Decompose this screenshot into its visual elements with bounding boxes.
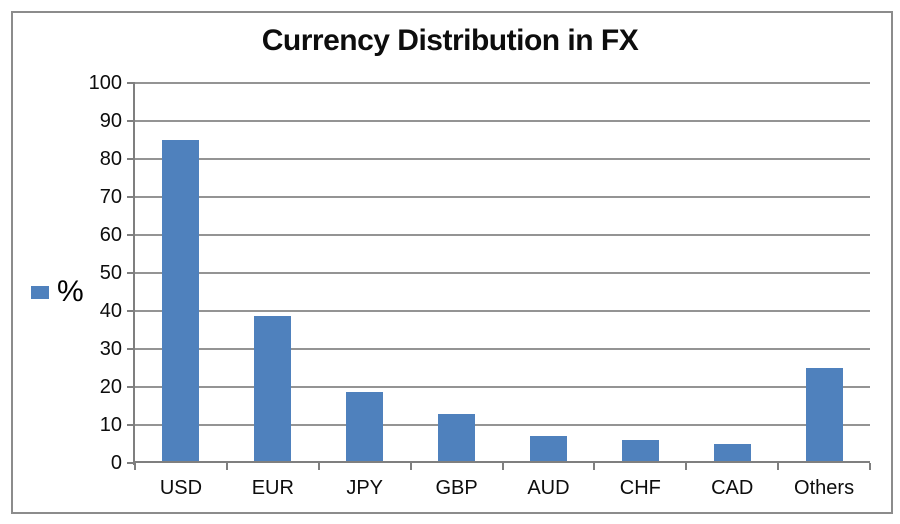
bar-aud[interactable] xyxy=(529,436,567,461)
x-axis-line xyxy=(133,461,870,463)
gridline-50 xyxy=(135,272,870,274)
gridline-10 xyxy=(135,424,870,426)
bar-others[interactable] xyxy=(805,368,843,461)
y-axis-label-70: 70 xyxy=(99,186,122,208)
gridline-80 xyxy=(135,158,870,160)
bar-usd[interactable] xyxy=(162,140,200,461)
bar-chf[interactable] xyxy=(621,440,659,461)
y-tick-20 xyxy=(127,386,135,388)
y-axis-label-20: 20 xyxy=(99,376,122,398)
x-tick-8 xyxy=(869,463,871,470)
x-tick-3 xyxy=(409,463,412,470)
legend-series-label: % xyxy=(57,275,84,308)
bar-cad[interactable] xyxy=(713,444,751,461)
y-tick-60 xyxy=(127,234,135,236)
bar-gbp[interactable] xyxy=(438,413,476,461)
y-axis-label-30: 30 xyxy=(99,338,122,360)
x-axis-label-gbp: GBP xyxy=(435,477,478,499)
gridline-30 xyxy=(135,348,870,350)
y-tick-0 xyxy=(127,462,135,464)
chart-title: Currency Distribution in FX xyxy=(261,24,639,57)
y-axis-label-10: 10 xyxy=(99,414,122,436)
y-tick-30 xyxy=(127,348,135,350)
y-tick-100 xyxy=(127,82,135,84)
y-tick-10 xyxy=(127,424,135,426)
gridline-20 xyxy=(135,386,870,388)
x-tick-7 xyxy=(777,463,780,470)
gridline-40 xyxy=(135,310,870,312)
y-tick-70 xyxy=(127,196,135,198)
y-axis-label-100: 100 xyxy=(88,72,122,94)
x-axis-label-others: Others xyxy=(794,477,855,499)
y-tick-90 xyxy=(127,120,135,122)
x-tick-5 xyxy=(593,463,596,470)
x-axis-label-eur: EUR xyxy=(251,477,294,499)
x-tick-0 xyxy=(134,463,136,470)
x-axis-label-aud: AUD xyxy=(527,477,570,499)
x-axis-label-jpy: JPY xyxy=(346,477,384,499)
x-tick-6 xyxy=(685,463,688,470)
y-tick-50 xyxy=(127,272,135,274)
legend[interactable]: % xyxy=(31,272,84,312)
y-axis-label-0: 0 xyxy=(110,452,122,474)
y-tick-80 xyxy=(127,158,135,160)
y-axis-label-50: 50 xyxy=(99,262,122,284)
x-axis-label-usd: USD xyxy=(159,477,203,499)
bar-jpy[interactable] xyxy=(346,391,384,461)
legend-marker-swatch xyxy=(31,285,49,299)
gridline-100 xyxy=(135,82,870,84)
y-axis-label-90: 90 xyxy=(99,110,122,132)
gridline-60 xyxy=(135,234,870,236)
y-axis-label-80: 80 xyxy=(99,148,122,170)
y-axis-line xyxy=(133,83,135,465)
x-tick-2 xyxy=(317,463,320,470)
x-axis-label-chf: CHF xyxy=(619,477,661,499)
gridline-90 xyxy=(135,120,870,122)
y-tick-40 xyxy=(127,310,135,312)
gridline-70 xyxy=(135,196,870,198)
x-tick-1 xyxy=(225,463,228,470)
bar-eur[interactable] xyxy=(254,315,292,461)
y-axis-label-60: 60 xyxy=(99,224,122,246)
y-axis-label-40: 40 xyxy=(99,300,122,322)
x-tick-4 xyxy=(501,463,504,470)
x-axis-label-cad: CAD xyxy=(711,477,754,499)
